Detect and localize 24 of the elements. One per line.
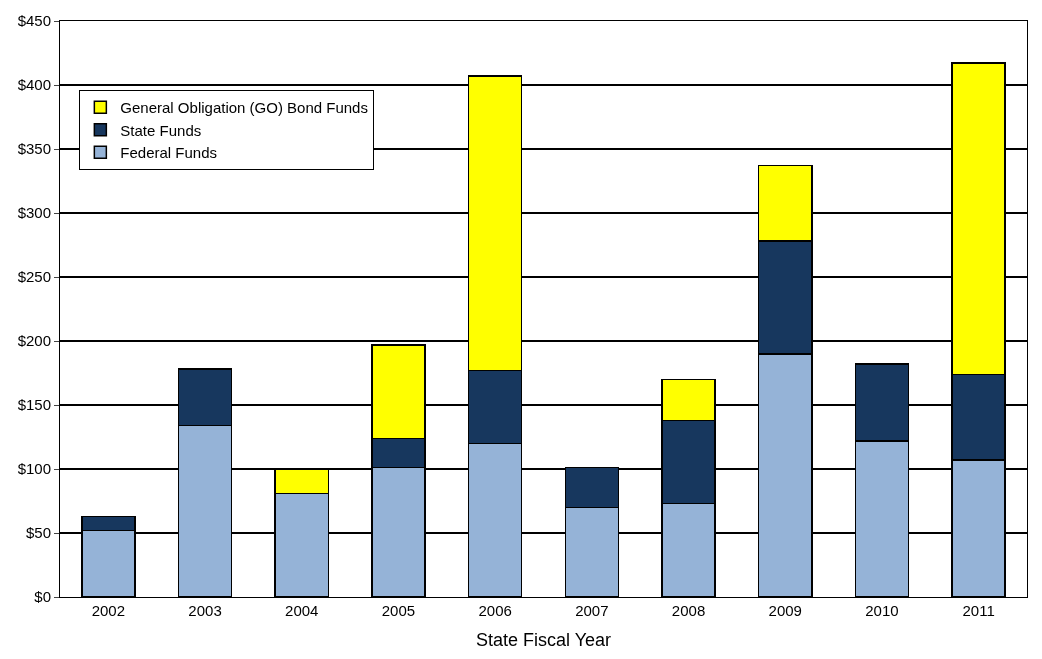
x-tick-label: 2002 [91,602,126,619]
y-tick-label: $0 [34,588,51,606]
x-tick-label: 2003 [188,602,222,619]
y-tick-label: $150 [17,396,51,414]
x-axis-title: State Fiscal Year [475,630,612,651]
x-tick-label: 2009 [768,602,802,619]
x-tick-label: 2007 [575,602,609,619]
legend-label: General Obligation (GO) Bond Funds [120,99,368,117]
y-tick-label: $200 [17,332,51,350]
legend-label: State Funds [120,121,202,139]
x-tick-label: 2006 [478,602,512,619]
y-tick-label: $50 [25,524,51,542]
y-tick-label: $450 [17,12,51,30]
y-tick-label: $350 [17,140,51,158]
x-tick-label: 2011 [962,602,995,619]
x-tick-label: 2008 [671,602,706,619]
y-tick-label: $100 [17,460,51,478]
legend-label: Federal Funds [120,144,218,162]
x-tick-label: 2005 [381,602,416,619]
y-tick-label: $300 [17,204,51,222]
x-tick-label: 2010 [865,602,899,619]
y-tick-label: $400 [17,76,51,94]
y-tick-label: $250 [17,268,51,286]
x-tick-label: 2004 [285,602,319,619]
